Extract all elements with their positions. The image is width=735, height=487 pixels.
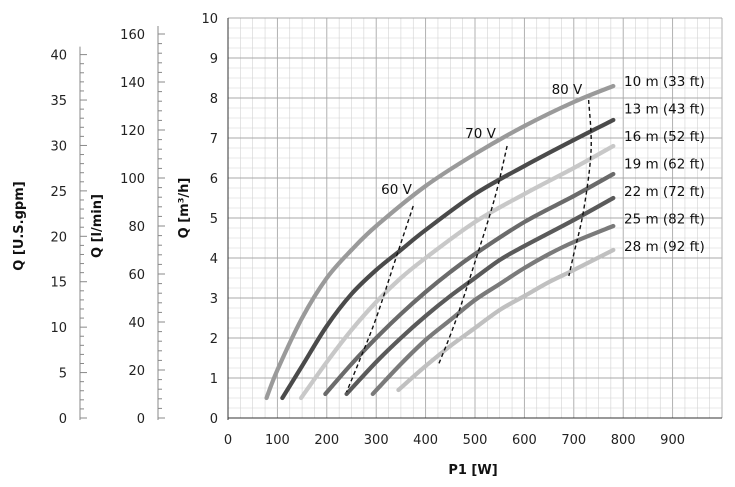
x-tick-label: 800: [611, 433, 636, 448]
secondary-tick-label: 0: [137, 412, 145, 427]
series-line: [299, 143, 616, 401]
x-tick-label: 900: [660, 433, 685, 448]
secondary-tick-label: 25: [50, 185, 67, 200]
voltage-line: [437, 145, 508, 367]
y-tick-label: 6: [210, 172, 218, 187]
series-line: [323, 171, 616, 397]
y-tick-label: 1: [210, 372, 218, 387]
secondary-tick-label: 5: [59, 367, 67, 382]
secondary-tick-label: 40: [50, 49, 67, 64]
x-tick-label: 500: [463, 433, 488, 448]
secondary-tick-label: 120: [120, 124, 145, 139]
secondary-tick-label: 140: [120, 76, 145, 91]
secondary-tick-label: 160: [120, 28, 145, 43]
voltage-lines-group: [345, 99, 592, 393]
series-line: [280, 117, 616, 401]
y-tick-label: 2: [210, 332, 218, 347]
series-label: 25 m (82 ft): [624, 212, 705, 228]
labels-group: 0 100 200 300 400 500 600 700 800 900012345678910…: [12, 12, 705, 478]
series-group: [264, 83, 616, 401]
secondary-tick-label: 100: [120, 172, 145, 187]
y-tick-label: 9: [210, 52, 218, 67]
y-tick-label: 7: [210, 132, 218, 147]
y-tick-label: 10: [201, 12, 218, 27]
secondary-axis-title: Q [U.S.gpm]: [12, 181, 27, 270]
x-tick-label: 700: [561, 433, 586, 448]
series-line: [344, 195, 616, 397]
x-tick-label: 0: [224, 433, 232, 448]
secondary-tick-label: 15: [50, 276, 67, 291]
series-label: 22 m (72 ft): [624, 184, 705, 200]
x-tick-label: 400: [413, 433, 438, 448]
secondary-tick-label: 20: [50, 230, 67, 245]
y-tick-label: 5: [210, 212, 218, 227]
series-label: 13 m (43 ft): [624, 102, 705, 118]
x-tick-label: 600: [512, 433, 537, 448]
y-axis-title: Q [m³/h]: [177, 178, 192, 239]
plot-grid: [227, 17, 723, 419]
x-tick-label: 200: [314, 433, 339, 448]
series-line: [396, 247, 616, 393]
series-label: 19 m (62 ft): [624, 157, 705, 173]
secondary-tick-label: 0: [59, 412, 67, 427]
secondary-tick-label: 35: [50, 94, 67, 109]
voltage-label: 60 V: [381, 182, 412, 198]
secondary-tick-label: 10: [50, 321, 67, 336]
secondary-tick-label: 30: [50, 139, 67, 154]
secondary-axis-title: Q [l/min]: [90, 194, 105, 258]
y-tick-label: 4: [210, 252, 218, 267]
secondary-tick-label: 40: [128, 316, 145, 331]
voltage-label: 80 V: [552, 82, 583, 98]
x-tick-label: 100: [265, 433, 290, 448]
secondary-tick-label: 60: [128, 268, 145, 283]
series-label: 16 m (52 ft): [624, 129, 705, 145]
series-label: 28 m (92 ft): [624, 239, 705, 255]
y-tick-label: 8: [210, 92, 218, 107]
secondary-tick-label: 20: [128, 364, 145, 379]
x-axis-title: P1 [W]: [448, 463, 497, 478]
series-label: 10 m (33 ft): [624, 74, 705, 90]
x-tick-label: 300: [364, 433, 389, 448]
voltage-label: 70 V: [465, 126, 496, 142]
secondary-tick-label: 80: [128, 220, 145, 235]
axes: [79, 18, 722, 420]
y-tick-label: 3: [210, 292, 218, 307]
voltage-line: [568, 99, 592, 277]
series-line: [264, 83, 616, 401]
series-line: [370, 223, 616, 397]
voltage-line: [345, 205, 414, 393]
y-tick-label: 0: [210, 412, 218, 427]
